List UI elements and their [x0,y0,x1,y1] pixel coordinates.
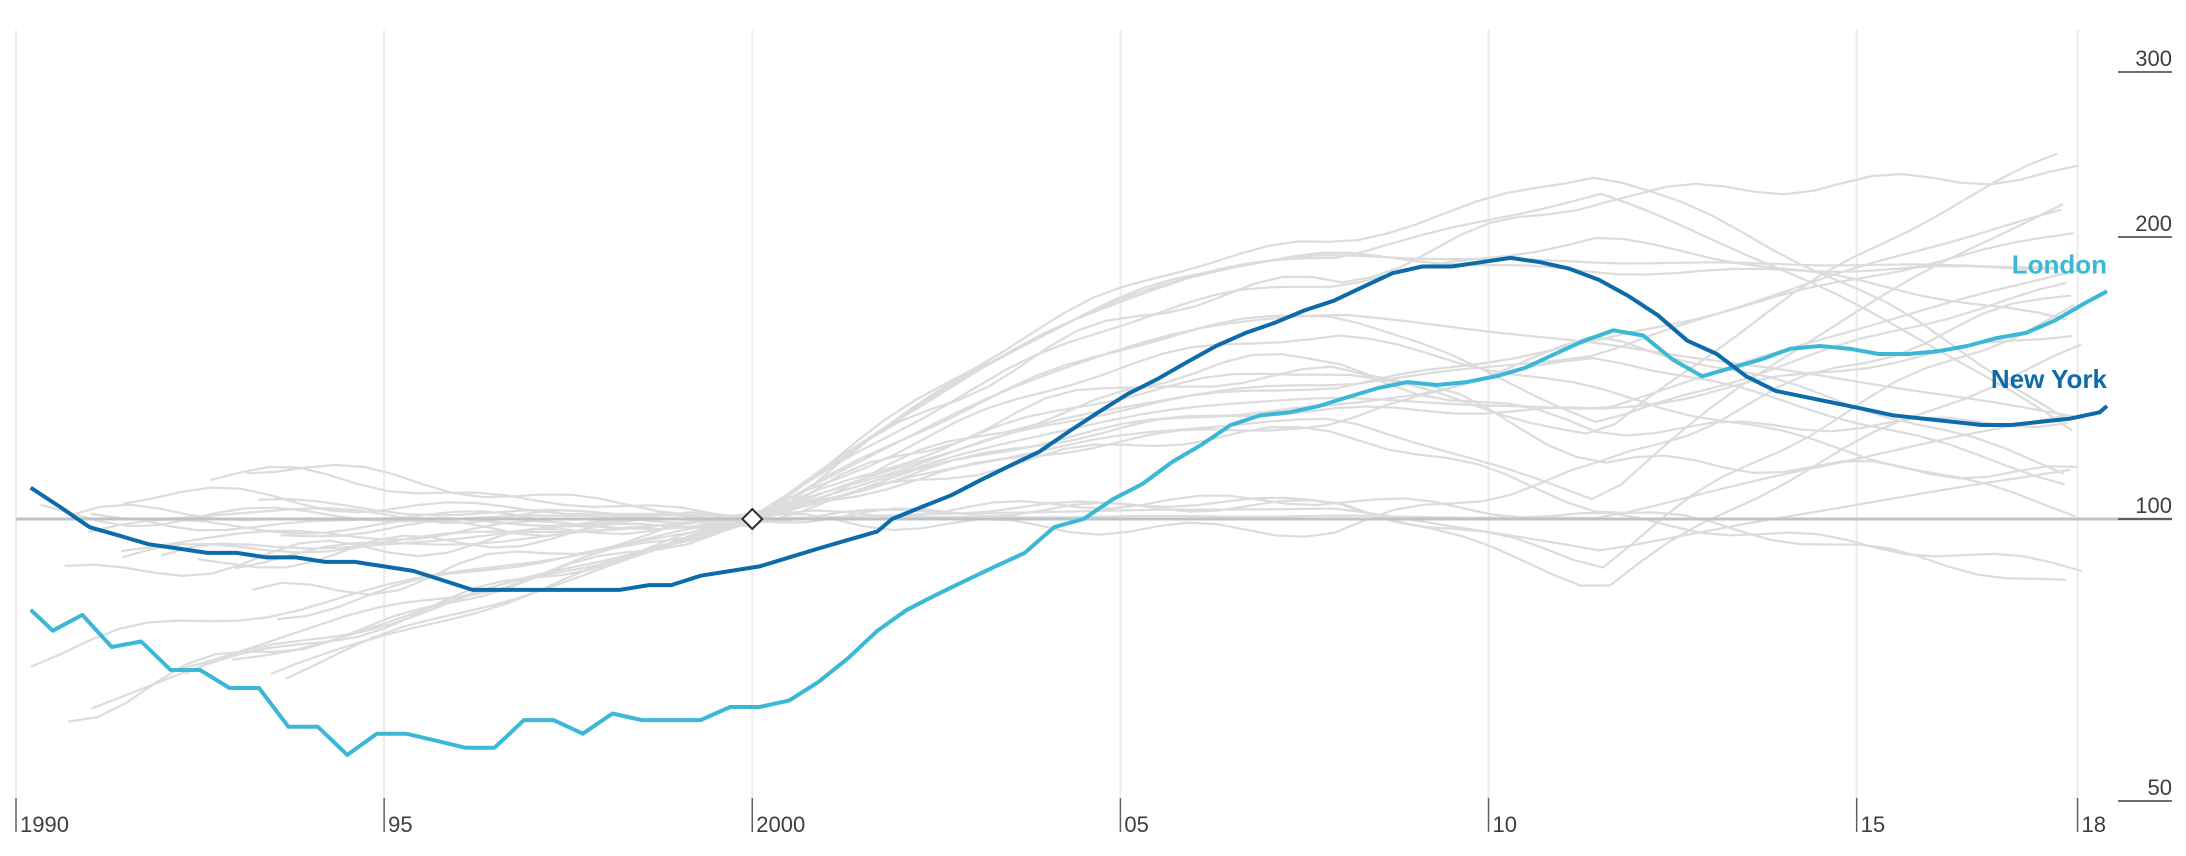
background-series-line [234,253,2062,570]
y-tick-label: 100 [2135,493,2172,518]
x-tick-label: 05 [1124,812,1148,837]
background-series-line [252,164,2079,596]
y-tick-label: 300 [2135,46,2172,71]
background-series-line [231,251,2059,661]
background-series-line [197,494,2083,573]
base-marker [740,507,764,531]
series-line-new-york [29,255,2109,592]
background-series-line [30,203,2064,668]
x-tick-label: 10 [1493,812,1517,837]
y-tick-label: 200 [2135,211,2172,236]
background-series-line [91,176,2066,710]
x-tick-label: 1990 [20,812,69,837]
chart-grid [15,30,2079,798]
background-series-line [285,267,2083,680]
x-tick-label: 18 [2082,812,2106,837]
x-axis: 1990 95 2000 05 10 15 18 [15,798,2106,837]
background-series-line [210,426,2066,581]
x-tick-label: 2000 [756,812,805,837]
background-series-line [40,192,2074,528]
x-tick-label: 15 [1861,812,1885,837]
background-series-line [246,334,2073,517]
series-label-london: London [2012,249,2107,279]
background-series-line [257,313,2084,521]
highlight-series [29,255,2109,757]
background-series-line [64,365,2068,578]
background-series-line [270,236,2068,676]
background-series-line [184,468,2071,675]
background-series-line [160,334,2076,557]
series-line-london [29,289,2108,757]
x-tick-label: 95 [388,812,412,837]
y-axis: 50 100 200 300 [2118,46,2172,802]
base-year-marker [740,507,764,531]
series-label-new-york: New York [1991,364,2108,394]
y-tick-label: 50 [2148,775,2172,800]
background-series-line [122,414,2067,559]
background-series-line [68,294,2072,723]
background-series-line [137,343,2082,587]
background-series-line [122,281,2067,523]
